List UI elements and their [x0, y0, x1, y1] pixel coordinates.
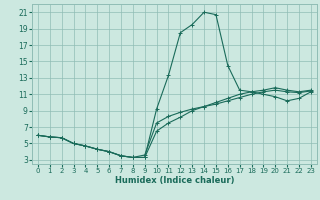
X-axis label: Humidex (Indice chaleur): Humidex (Indice chaleur)	[115, 176, 234, 185]
